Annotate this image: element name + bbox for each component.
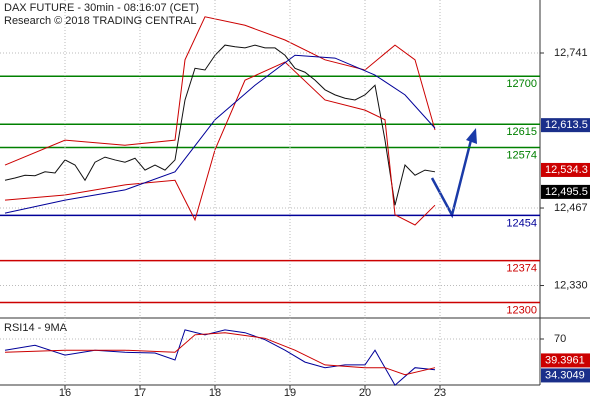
x-tick-label: 16 xyxy=(59,387,71,399)
y-tick-label: 12,741 xyxy=(554,47,588,59)
price-box xyxy=(541,118,590,133)
series-line xyxy=(4,329,436,386)
level-label: 12615 xyxy=(506,126,537,138)
y-tick-label: 12,467 xyxy=(554,202,588,214)
x-tick-label: 18 xyxy=(209,387,221,399)
chart-title: DAX FUTURE - 30min - 08:16:07 (CET) xyxy=(4,2,199,14)
price-box-label: 12,495.5 xyxy=(545,186,588,198)
series-line xyxy=(4,16,436,166)
level-label: 12454 xyxy=(506,217,537,229)
price-box xyxy=(541,368,590,383)
level-label: 12574 xyxy=(506,149,537,161)
price-box-label: 12,534.3 xyxy=(545,164,588,176)
series-line xyxy=(4,61,436,226)
price-box-label: 39.3961 xyxy=(545,354,585,366)
level-label: 12374 xyxy=(506,263,537,275)
x-tick-label: 20 xyxy=(359,387,371,399)
price-box xyxy=(541,162,590,177)
level-label: 12300 xyxy=(506,304,537,316)
series-line xyxy=(4,54,436,214)
price-box-label: 12,613.5 xyxy=(545,119,588,131)
x-tick-label: 23 xyxy=(434,387,446,399)
rsi-title: RSI14 - 9MA xyxy=(4,322,68,334)
level-label: 12700 xyxy=(506,78,537,90)
x-tick-label: 17 xyxy=(134,387,146,399)
chart-subtitle: Research © 2018 TRADING CENTRAL xyxy=(4,15,197,27)
y-tick-label: 12,330 xyxy=(554,279,588,291)
series-line xyxy=(4,332,436,376)
series-line xyxy=(4,44,436,206)
arrow-head xyxy=(466,128,477,144)
x-tick-label: 19 xyxy=(284,387,296,399)
price-box xyxy=(541,353,590,368)
price-box-label: 34.3049 xyxy=(545,369,585,381)
y-tick-label: 70 xyxy=(554,333,566,345)
price-box xyxy=(541,184,590,199)
